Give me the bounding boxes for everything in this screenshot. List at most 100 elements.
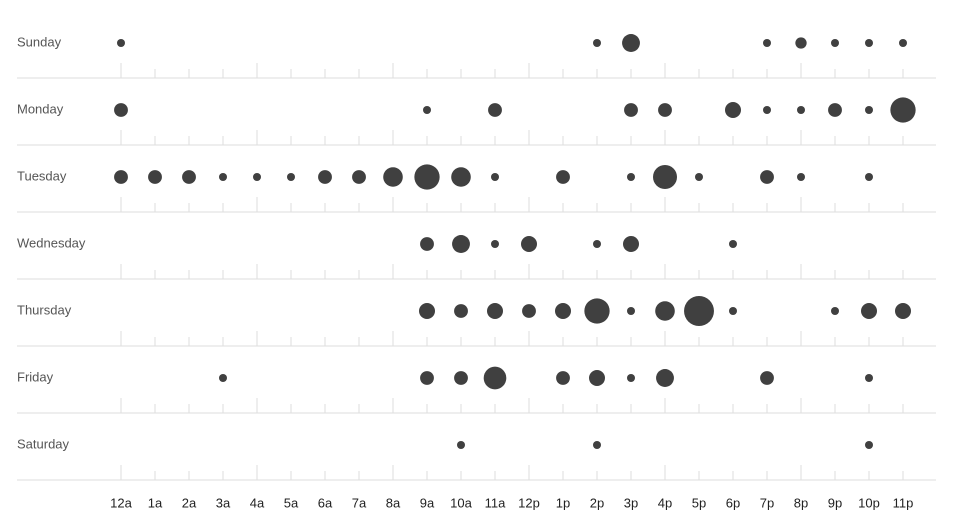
punch-dot <box>451 167 471 187</box>
punch-dot <box>219 374 227 382</box>
punch-dot <box>487 303 503 319</box>
x-tick-label: 1p <box>556 495 570 510</box>
punch-dot <box>895 303 911 319</box>
punch-dot <box>522 304 536 318</box>
punch-dot <box>593 240 601 248</box>
row-label: Thursday <box>17 302 72 317</box>
punch-dot <box>593 39 601 47</box>
punch-dot <box>219 173 227 181</box>
x-tick-label: 2a <box>182 495 197 510</box>
punch-dot <box>861 303 877 319</box>
x-tick-label: 11a <box>485 495 506 510</box>
x-tick-label: 8a <box>386 495 401 510</box>
punch-dot <box>491 240 499 248</box>
punch-dot <box>555 303 571 319</box>
punch-dot <box>488 103 502 117</box>
row-label: Tuesday <box>17 168 67 183</box>
punch-dot <box>622 34 640 52</box>
punch-dot <box>420 237 434 251</box>
x-tick-label: 2p <box>590 495 604 510</box>
punch-dot <box>491 173 499 181</box>
punch-dot <box>623 236 639 252</box>
punch-dot <box>593 441 601 449</box>
punch-dot <box>899 39 907 47</box>
punch-dot <box>729 240 737 248</box>
punch-dot <box>253 173 261 181</box>
punch-dot <box>483 366 507 390</box>
row-label: Saturday <box>17 436 70 451</box>
punch-dot <box>521 236 537 252</box>
punch-dot <box>684 296 714 326</box>
punch-dot <box>831 307 839 315</box>
punch-dot <box>763 39 771 47</box>
row-label: Sunday <box>17 34 62 49</box>
x-tick-label: 12p <box>518 495 540 510</box>
punch-dot <box>182 170 196 184</box>
punch-dot <box>865 173 873 181</box>
x-tick-label: 7p <box>760 495 774 510</box>
x-tick-label: 5p <box>692 495 706 510</box>
punch-dot <box>419 303 435 319</box>
punch-dot <box>658 103 672 117</box>
punch-dot <box>763 106 771 114</box>
punch-dot <box>117 39 125 47</box>
punch-dot <box>725 102 741 118</box>
punch-dot <box>556 170 570 184</box>
punch-dot <box>865 106 873 114</box>
punch-dot <box>457 441 465 449</box>
punch-dot <box>865 39 873 47</box>
punch-dot <box>148 170 162 184</box>
punch-dot <box>114 170 128 184</box>
punch-dot <box>831 39 839 47</box>
row-label: Wednesday <box>17 235 86 250</box>
punch-dot <box>828 103 842 117</box>
punch-dot <box>656 369 674 387</box>
x-tick-label: 11p <box>893 495 914 510</box>
punch-dot <box>729 307 737 315</box>
punch-dot <box>454 304 468 318</box>
punch-dot <box>423 106 431 114</box>
punch-dot <box>454 371 468 385</box>
row-label: Monday <box>17 101 64 116</box>
punch-dot <box>795 37 807 49</box>
punch-dot <box>890 97 916 123</box>
punch-dot <box>653 165 677 189</box>
x-tick-label: 9p <box>828 495 842 510</box>
punch-dot <box>414 164 440 190</box>
x-tick-label: 7a <box>352 495 367 510</box>
x-tick-label: 6a <box>318 495 333 510</box>
x-tick-label: 4p <box>658 495 672 510</box>
x-tick-label: 1a <box>148 495 163 510</box>
punch-dot <box>287 173 295 181</box>
punch-dot <box>797 173 805 181</box>
punch-dot <box>760 371 774 385</box>
x-tick-label: 8p <box>794 495 808 510</box>
punch-dot <box>624 103 638 117</box>
punch-dot <box>318 170 332 184</box>
x-tick-label: 3p <box>624 495 638 510</box>
punch-dot <box>865 441 873 449</box>
x-tick-label: 10a <box>450 495 472 510</box>
punch-dot <box>655 301 675 321</box>
punch-dot <box>760 170 774 184</box>
punch-dot <box>695 173 703 181</box>
punch-dot <box>420 371 434 385</box>
punch-dot <box>383 167 403 187</box>
punch-dot <box>589 370 605 386</box>
x-tick-label: 3a <box>216 495 231 510</box>
punch-dot <box>627 374 635 382</box>
x-tick-label: 9a <box>420 495 435 510</box>
punch-dot <box>352 170 366 184</box>
punch-dot <box>627 307 635 315</box>
x-tick-label: 10p <box>858 495 880 510</box>
punch-dot <box>584 298 610 324</box>
punch-dot <box>627 173 635 181</box>
punch-dot <box>452 235 470 253</box>
x-tick-label: 5a <box>284 495 299 510</box>
x-tick-label: 12a <box>110 495 132 510</box>
punch-dot <box>556 371 570 385</box>
punch-dot <box>865 374 873 382</box>
x-tick-label: 6p <box>726 495 740 510</box>
row-label: Friday <box>17 369 54 384</box>
